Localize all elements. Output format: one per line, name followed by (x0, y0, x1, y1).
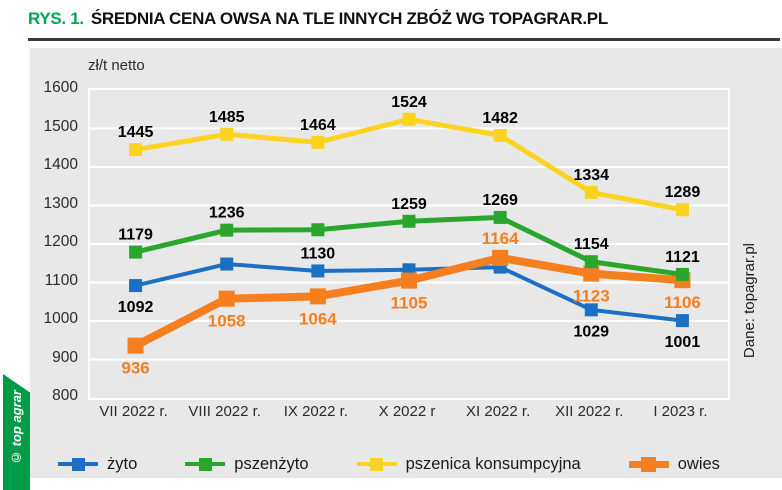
data-point-label: 1029 (573, 323, 609, 340)
y-tick-label: 1500 (43, 117, 78, 135)
legend-item-pszen-yto: pszenżyto (185, 454, 309, 474)
x-tick-label: I 2023 r. (653, 403, 708, 420)
legend-marker (641, 456, 657, 472)
legend-swatch (58, 455, 98, 473)
data-point-label: 1064 (299, 309, 337, 328)
y-tick-label: 1600 (43, 79, 78, 96)
data-point-marker (584, 303, 598, 317)
legend-swatch (356, 455, 397, 473)
data-point-label: 1164 (482, 229, 519, 248)
x-tick-label: XII 2022 r. (555, 403, 624, 420)
legend-item-pszenica-konsumpcyjna: pszenica konsumpcyjna (356, 454, 581, 474)
legend-marker (71, 457, 85, 471)
data-point-marker (401, 272, 417, 289)
data-point-label: 936 (121, 359, 149, 378)
x-tick-label: IX 2022 r. (283, 403, 348, 420)
y-tick-label: 900 (52, 348, 78, 366)
y-axis-unit-label: zł/t netto (88, 57, 145, 74)
data-point-marker (311, 223, 325, 237)
data-point-marker (402, 112, 416, 126)
data-point-label: 1058 (208, 312, 246, 331)
data-point-marker (493, 128, 507, 142)
data-point-marker (675, 314, 689, 328)
y-tick-label: 1100 (44, 271, 78, 289)
y-tick-label: 1400 (43, 156, 78, 173)
topagrar-logo-ribbon: © top agrar (3, 374, 30, 490)
data-point-label: 1485 (209, 109, 245, 126)
title-divider (28, 38, 780, 41)
data-point-marker (583, 265, 600, 282)
figure-title: RYS. 1. ŚREDNIA CENA OWSA NA TLE INNYCH Z… (28, 9, 608, 29)
data-point-label: 1236 (209, 205, 245, 222)
figure-number: RYS. 1. (28, 9, 84, 28)
legend-label: owies (677, 454, 720, 473)
x-tick-label: XI 2022 r. (466, 403, 531, 420)
data-point-marker (129, 143, 143, 157)
data-point-marker (493, 210, 507, 224)
data-point-marker (311, 264, 325, 278)
figure-title-text: ŚREDNIA CENA OWSA NA TLE INNYCH ZBÓŻ WG … (90, 9, 608, 28)
data-point-marker (311, 135, 325, 149)
data-point-marker (492, 249, 509, 266)
y-tick-label: 1200 (43, 233, 78, 250)
data-point-label: 1464 (300, 117, 336, 134)
legend-marker (370, 457, 384, 471)
data-point-label: 1482 (482, 110, 518, 127)
legend-label: żyto (107, 454, 138, 473)
y-tick-label: 800 (52, 387, 78, 404)
data-point-label: 1154 (574, 236, 609, 253)
series-pszen-yto (129, 210, 689, 281)
legend-swatch (185, 455, 226, 473)
x-tick-label: X 2022 r (378, 403, 436, 420)
data-point-label: 1445 (118, 124, 154, 141)
data-point-label: 1524 (391, 94, 427, 111)
data-point-label: 1259 (391, 196, 427, 213)
series-pszenica-konsumpcyjna (129, 112, 689, 217)
legend-swatch (628, 455, 669, 473)
data-point-label: 1130 (300, 245, 335, 262)
legend: żyto pszenżyto pszenica konsumpcyjna owies (58, 450, 720, 478)
plot-area: 1092 1130 1029 1001 1179 1236 1259 1269 1154 1121… (88, 88, 730, 400)
legend-label: pszenżyto (234, 454, 309, 473)
data-point-label: 1334 (573, 167, 609, 184)
data-point-marker (127, 337, 144, 354)
data-point-marker (220, 223, 234, 237)
data-point-marker (220, 127, 234, 141)
topagrar-logo-text: © top agrar (9, 389, 24, 465)
data-point-marker (220, 257, 234, 271)
source-note: Dane: topagrar.pl (741, 243, 758, 359)
data-point-label: 1269 (482, 192, 518, 209)
data-point-marker (675, 203, 689, 217)
data-point-label: 1123 (573, 287, 610, 306)
y-tick-label: 1000 (43, 310, 78, 327)
legend-marker (198, 457, 212, 471)
data-point-marker (129, 245, 143, 259)
chart-svg: 1092 1130 1029 1001 1179 1236 1259 1269 1154 1121… (90, 94, 728, 378)
data-point-label: 1121 (665, 249, 700, 266)
legend-label: pszenica konsumpcyjna (405, 454, 581, 473)
data-point-marker (584, 255, 598, 269)
data-point-label: 1106 (664, 293, 701, 312)
data-point-label: 1105 (391, 294, 428, 313)
data-point-marker (584, 185, 598, 199)
data-point-label: 1092 (118, 299, 154, 316)
data-point-marker (129, 279, 143, 293)
data-point-label: 1179 (118, 227, 153, 244)
x-tick-label: VII 2022 r. (99, 403, 168, 420)
legend-item--yto: żyto (58, 455, 137, 474)
x-tick-label: VIII 2022 r. (188, 403, 261, 420)
data-point-label: 1001 (665, 334, 701, 351)
data-point-label: 1289 (665, 184, 701, 201)
y-tick-label: 1300 (43, 194, 78, 212)
legend-item-owies: owies (628, 454, 720, 474)
data-point-marker (402, 214, 416, 228)
data-point-marker (675, 267, 689, 281)
data-point-marker (218, 290, 235, 307)
data-point-marker (309, 288, 326, 305)
